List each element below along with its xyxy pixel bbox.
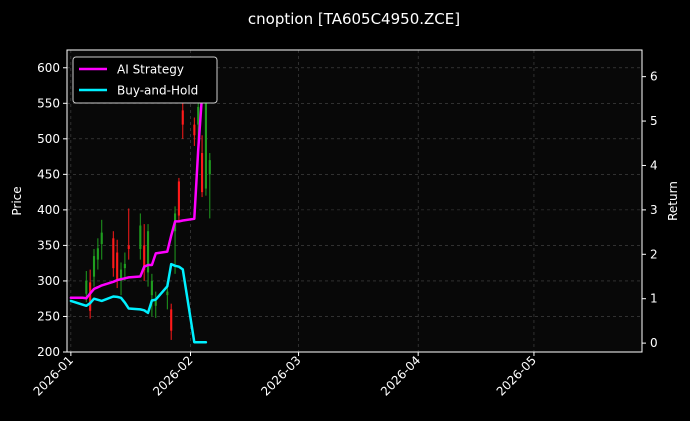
- candle-body: [204, 74, 207, 189]
- y-axis-title: Price: [10, 186, 24, 215]
- legend: AI Strategy Buy-and-Hold: [72, 56, 218, 104]
- y2-tick-label: 2: [650, 247, 658, 261]
- chart-title: cnoption [TA605C4950.ZCE]: [248, 10, 460, 28]
- y2-tick-label: 4: [650, 158, 658, 172]
- y-tick-label: 400: [37, 203, 60, 217]
- candle-body: [146, 231, 150, 273]
- y2-tick-label: 5: [650, 114, 658, 128]
- candle-body: [166, 291, 169, 296]
- candle-body: [139, 225, 142, 249]
- candle-body: [154, 300, 157, 306]
- series-lines: [69, 73, 208, 344]
- candle-body: [123, 263, 126, 269]
- series-line-ai-strategy: [69, 73, 208, 300]
- y-tick-label: 250: [37, 309, 60, 323]
- legend-label-buy-and-hold: Buy-and-Hold: [117, 84, 198, 98]
- y2-tick-label: 3: [650, 203, 658, 217]
- candle-body: [100, 232, 103, 244]
- legend-label-ai-strategy: AI Strategy: [117, 63, 184, 77]
- candle-body: [116, 252, 119, 280]
- candle-body: [112, 238, 115, 269]
- candle-body: [96, 248, 99, 260]
- y-tick-label: 300: [37, 274, 60, 288]
- candle-body: [170, 309, 173, 331]
- candle-body: [201, 153, 204, 193]
- candle-body: [150, 280, 153, 296]
- y-tick-label: 450: [37, 167, 60, 181]
- legend-box: [72, 56, 218, 104]
- candle-body: [92, 256, 96, 277]
- candle-body: [127, 245, 130, 249]
- plot-frame: [66, 49, 643, 353]
- candle-body: [193, 124, 196, 136]
- y2-tick-label: 6: [650, 70, 658, 84]
- candle-body: [197, 106, 200, 125]
- y2-tick-label: 0: [650, 336, 658, 350]
- candle-body: [119, 269, 123, 281]
- y-tick-label: 600: [37, 61, 60, 75]
- candle-body: [143, 245, 146, 271]
- candle-body: [181, 110, 184, 125]
- y-tick-label: 350: [37, 238, 60, 252]
- series-line-buy-and-hold: [69, 262, 208, 344]
- y-tick-label: 500: [37, 132, 60, 146]
- y-tick-label: 550: [37, 96, 60, 110]
- candle-body: [89, 282, 92, 311]
- candle-body: [208, 160, 211, 175]
- candle-body: [85, 280, 88, 294]
- y2-tick-label: 1: [650, 292, 658, 306]
- candle-body: [177, 181, 180, 216]
- y2-axis-title: Return: [666, 181, 680, 221]
- y-tick-label: 200: [37, 345, 60, 359]
